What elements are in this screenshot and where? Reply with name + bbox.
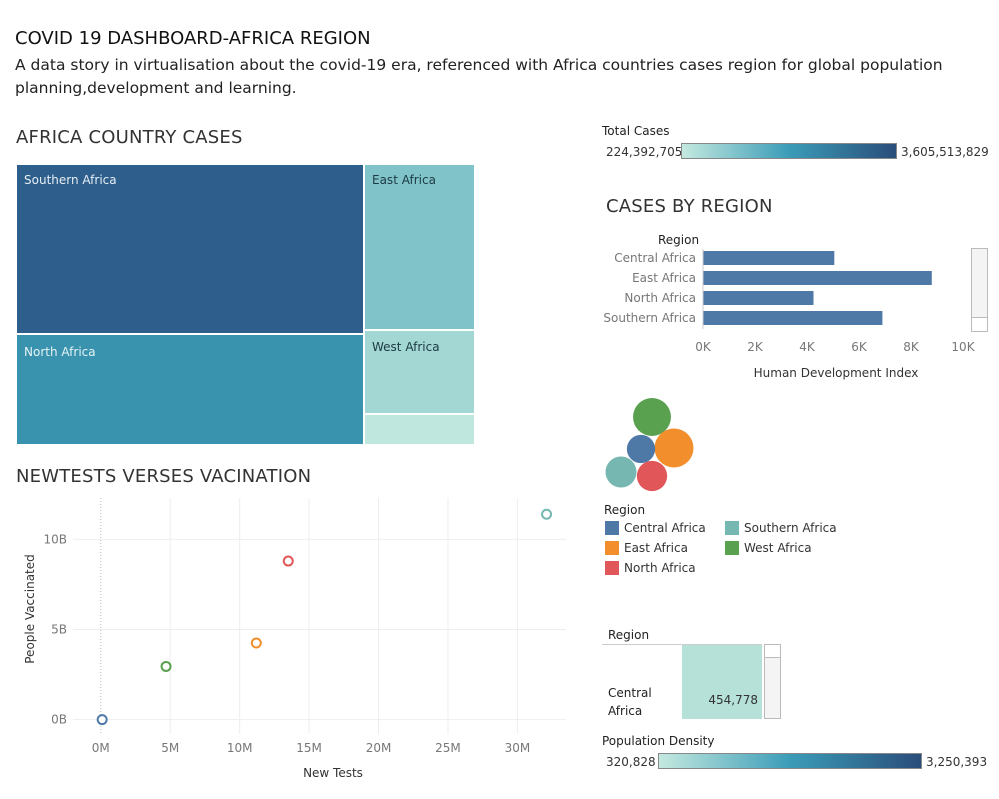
bar-chart: Human Development Index Central Africa Ea…: [603, 249, 976, 380]
scatter-x-tick-1: 5M: [161, 741, 179, 755]
bar-category-label-east-africa: East Africa: [632, 271, 696, 285]
bar-x-tick-3: 6K: [851, 340, 868, 354]
legend-label-central-africa[interactable]: Central Africa: [624, 521, 706, 535]
scatter-x-tick-0: 0M: [92, 741, 110, 755]
legend-swatch-southern-africa: [725, 521, 739, 535]
scatter-x-axis-label: New Tests: [303, 766, 363, 780]
scrollbar-thumb[interactable]: [765, 645, 780, 658]
total-cases-gradient: [681, 143, 897, 159]
scatter-y-tick-1: 5B: [51, 623, 67, 637]
bar-north-africa[interactable]: [703, 291, 814, 305]
scrollbar-thumb[interactable]: [972, 317, 987, 331]
bar-east-africa[interactable]: [703, 271, 932, 285]
scatter-x-tick-5: 25M: [435, 741, 461, 755]
bar-x-tick-2: 4K: [799, 340, 816, 354]
treemap-cell-southern-africa[interactable]: Southern Africa: [16, 164, 364, 334]
treemap-label: North Africa: [24, 345, 96, 359]
legend-swatch-central-africa: [605, 521, 619, 535]
scatter-y-axis-label: People Vaccinated: [23, 554, 37, 664]
bubble-central-africa[interactable]: [626, 434, 656, 464]
bubble-chart: [605, 398, 694, 492]
density-legend-title: Population Density: [602, 734, 715, 748]
density-table-cell[interactable]: 454,778: [682, 645, 762, 719]
scatter-x-tick-4: 20M: [366, 741, 392, 755]
density-table-scrollbar[interactable]: [764, 644, 781, 719]
bubble-west-africa[interactable]: [633, 398, 671, 436]
legend-label-west-africa[interactable]: West Africa: [744, 541, 812, 555]
treemap-title: AFRICA COUNTRY CASES: [16, 127, 243, 148]
scatter-point-east-africa[interactable]: [250, 637, 262, 649]
legend-swatch-east-africa: [605, 541, 619, 555]
scatter-y-tick-2: 10B: [43, 532, 67, 546]
density-table-header: Region: [608, 628, 650, 642]
bubble-north-africa[interactable]: [636, 460, 668, 492]
legend-label-east-africa[interactable]: East Africa: [624, 541, 688, 555]
total-cases-min: 224,392,705: [606, 145, 683, 159]
bar-central-africa[interactable]: [703, 251, 835, 265]
total-cases-max: 3,605,513,829: [901, 145, 989, 159]
scatter-x-tick-2: 10M: [227, 741, 253, 755]
density-table-row-label: Central Africa: [608, 686, 652, 718]
bar-chart-scrollbar[interactable]: [971, 248, 988, 332]
bar-x-tick-5: 10K: [951, 340, 975, 354]
density-gradient: [658, 753, 922, 769]
dashboard-title: COVID 19 DASHBOARD-AFRICA REGION: [15, 28, 371, 49]
bar-x-tick-4: 8K: [903, 340, 920, 354]
treemap-cell-other[interactable]: [364, 414, 475, 445]
legend-swatch-north-africa: [605, 561, 619, 575]
scatter-x-tick-6: 30M: [505, 741, 531, 755]
scatter-x-tick-3: 15M: [296, 741, 322, 755]
bubble-southern-africa[interactable]: [605, 456, 637, 488]
scatter-point-central-africa[interactable]: [96, 714, 108, 726]
total-cases-legend-title: Total Cases: [602, 124, 670, 138]
bar-x-tick-1: 2K: [747, 340, 764, 354]
bar-southern-africa[interactable]: [703, 311, 883, 325]
scatter-point-west-africa[interactable]: [160, 660, 172, 672]
density-max: 3,250,393: [926, 755, 988, 769]
bar-chart-dimension-label: Region: [658, 233, 700, 247]
bar-x-tick-0: 0K: [695, 340, 712, 354]
density-min: 320,828: [606, 755, 656, 769]
treemap-label: West Africa: [372, 340, 440, 354]
treemap-label: East Africa: [372, 173, 436, 187]
legend-swatch-west-africa: [725, 541, 739, 555]
scatter-chart: New Tests People Vaccinated 0M 5M 10M 15M 20…: [23, 498, 566, 780]
legend-label-north-africa[interactable]: North Africa: [624, 561, 696, 575]
dashboard-subtitle: A data story in virtualisation about the…: [15, 56, 943, 97]
scatter-point-north-africa[interactable]: [282, 555, 294, 567]
bar-category-label-southern-africa: Southern Africa: [603, 311, 696, 325]
scatter-title: NEWTESTS VERSES VACINATION: [16, 466, 312, 487]
scatter-y-tick-0: 0B: [51, 713, 67, 727]
treemap-cell-west-africa[interactable]: West Africa: [364, 330, 475, 414]
scatter-point-southern-africa[interactable]: [541, 508, 553, 520]
bubble-east-africa[interactable]: [654, 428, 694, 468]
region-legend-title: Region: [604, 503, 646, 517]
treemap-label: Southern Africa: [24, 173, 117, 187]
density-table-value: 454,778: [708, 693, 758, 707]
treemap-cell-east-africa[interactable]: East Africa: [364, 164, 475, 330]
treemap-cell-north-africa[interactable]: North Africa: [16, 334, 364, 445]
treemap: Southern Africa North Africa East Africa…: [16, 164, 475, 445]
bar-chart-title: CASES BY REGION: [606, 196, 773, 217]
bar-category-label-north-africa: North Africa: [624, 291, 696, 305]
bar-category-label-central-africa: Central Africa: [614, 251, 696, 265]
legend-label-southern-africa[interactable]: Southern Africa: [744, 521, 837, 535]
density-table-divider: [602, 644, 762, 645]
bar-x-axis-label: Human Development Index: [754, 366, 919, 380]
